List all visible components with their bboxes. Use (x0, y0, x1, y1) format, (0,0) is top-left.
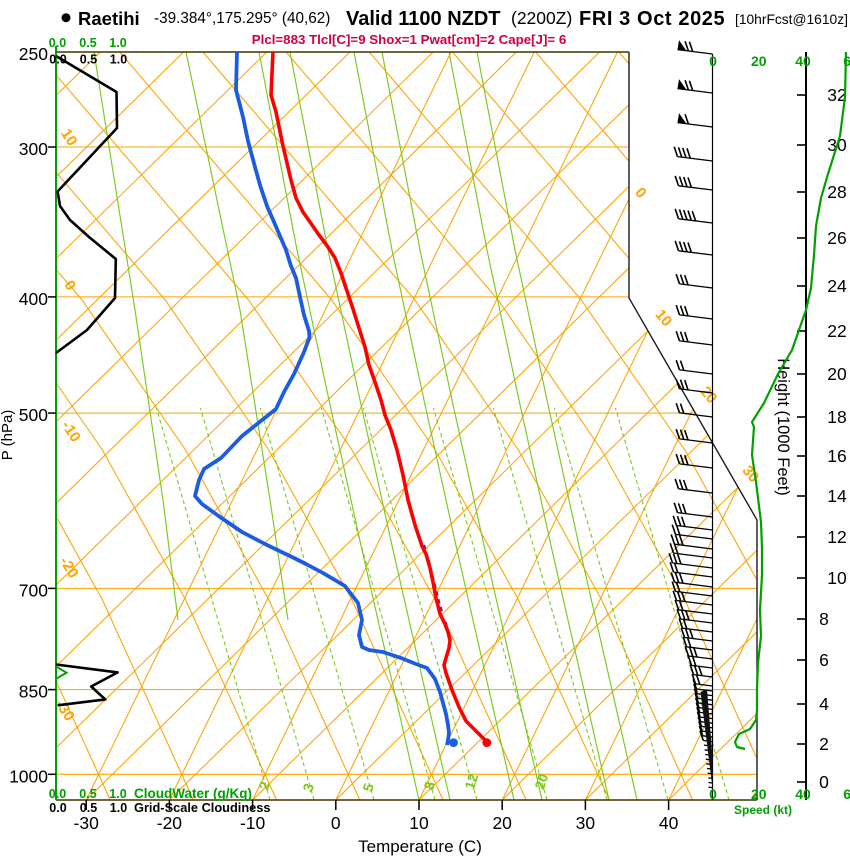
svg-text:10: 10 (827, 568, 847, 588)
svg-text:1.0: 1.0 (109, 787, 126, 801)
svg-text:Speed (kt): Speed (kt) (734, 803, 792, 817)
svg-text:Valid 1100 NZDT: Valid 1100 NZDT (346, 8, 501, 30)
svg-text:30: 30 (576, 813, 596, 833)
svg-text:32: 32 (827, 85, 846, 105)
svg-text:0.0: 0.0 (49, 53, 66, 67)
svg-text:2: 2 (819, 734, 829, 754)
svg-text:0.0: 0.0 (49, 801, 66, 815)
svg-text:[10hrFcst@1610z]: [10hrFcst@1610z] (735, 12, 848, 27)
svg-text:20: 20 (751, 53, 767, 69)
svg-text:0: 0 (331, 813, 341, 833)
svg-text:0: 0 (709, 786, 717, 802)
svg-text:500: 500 (19, 405, 48, 425)
svg-text:-39.384°,175.295° (40,62): -39.384°,175.295° (40,62) (154, 10, 330, 27)
svg-text:0.0: 0.0 (49, 36, 66, 50)
svg-text:0.5: 0.5 (79, 36, 96, 50)
svg-text:14: 14 (827, 486, 847, 506)
svg-text:6: 6 (819, 650, 829, 670)
svg-text:60: 60 (843, 53, 850, 69)
svg-text:Plcl=883 Tlcl[C]=9 Shox=1 Pwat: Plcl=883 Tlcl[C]=9 Shox=1 Pwat[cm]=2 Cap… (252, 32, 566, 47)
svg-text:22: 22 (827, 321, 846, 341)
svg-text:Raetihi: Raetihi (78, 8, 140, 29)
svg-text:4: 4 (819, 694, 829, 714)
svg-text:40: 40 (795, 786, 811, 802)
svg-text:12: 12 (827, 527, 846, 547)
svg-text:Temperature (C): Temperature (C) (358, 837, 482, 856)
svg-text:26: 26 (827, 228, 846, 248)
svg-text:0: 0 (819, 772, 829, 792)
svg-text:700: 700 (19, 580, 48, 600)
svg-text:0: 0 (709, 53, 717, 69)
svg-text:20: 20 (751, 786, 767, 802)
svg-text:250: 250 (19, 44, 48, 64)
svg-text:12: 12 (461, 771, 481, 791)
svg-text:0.5: 0.5 (79, 787, 96, 801)
svg-text:20: 20 (531, 771, 551, 791)
svg-text:16: 16 (827, 446, 846, 466)
svg-text:-30: -30 (74, 813, 100, 833)
svg-text:0.5: 0.5 (80, 53, 97, 67)
svg-text:8: 8 (819, 609, 829, 629)
svg-text:60: 60 (843, 786, 850, 802)
svg-text:28: 28 (827, 182, 846, 202)
svg-text:24: 24 (827, 276, 847, 296)
svg-text:1.0: 1.0 (110, 801, 127, 815)
svg-text:Grid-Scale Cloudiness: Grid-Scale Cloudiness (134, 800, 271, 815)
svg-text:10: 10 (409, 813, 429, 833)
svg-text:P (hPa): P (hPa) (0, 410, 16, 461)
svg-text:1.0: 1.0 (110, 53, 127, 67)
svg-text:400: 400 (19, 289, 48, 309)
svg-text:1000: 1000 (9, 766, 48, 786)
svg-text:FRI 3 Oct 2025: FRI 3 Oct 2025 (579, 8, 725, 30)
svg-text:18: 18 (827, 407, 846, 427)
svg-text:CloudWater (g/Kg): CloudWater (g/Kg) (134, 786, 252, 801)
svg-text:20: 20 (492, 813, 512, 833)
svg-text:20: 20 (827, 364, 847, 384)
svg-text:40: 40 (795, 53, 811, 69)
svg-text:40: 40 (659, 813, 679, 833)
svg-text:850: 850 (19, 682, 48, 702)
svg-text:-20: -20 (157, 813, 183, 833)
svg-text:-10: -10 (240, 813, 266, 833)
svg-text:(2200Z): (2200Z) (511, 8, 572, 28)
svg-text:10: 10 (57, 126, 80, 149)
svg-text:0.0: 0.0 (49, 787, 66, 801)
svg-text:0.5: 0.5 (80, 801, 97, 815)
svg-text:1.0: 1.0 (109, 36, 126, 50)
svg-text:300: 300 (19, 139, 48, 159)
svg-text:Height (1000 Feet): Height (1000 Feet) (774, 358, 792, 496)
